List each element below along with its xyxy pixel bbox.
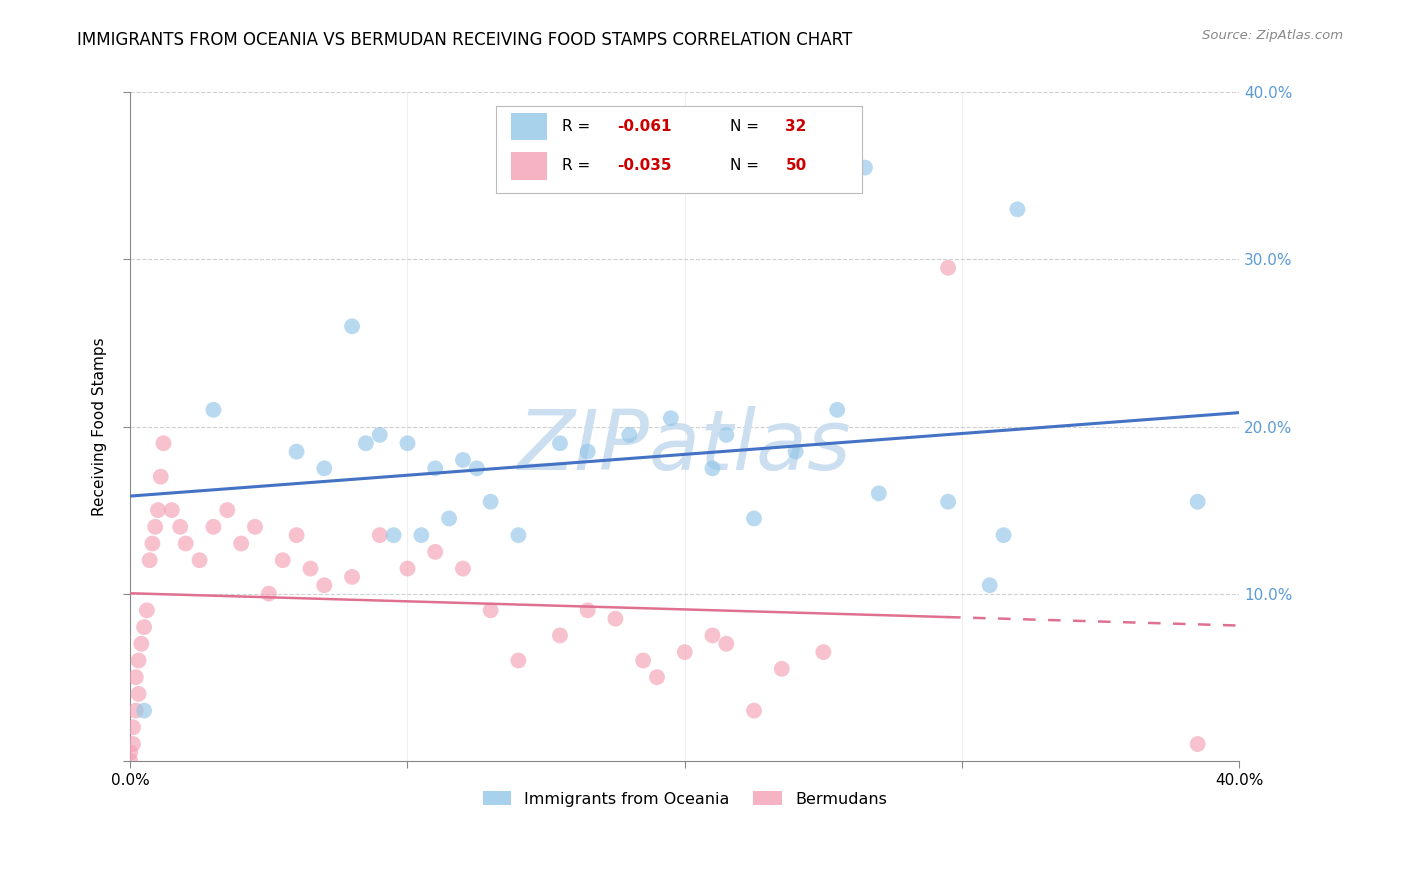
Point [132, 704, 155, 718]
Point [576, 603, 599, 617]
Point [548, 628, 571, 642]
Point [396, 436, 419, 450]
Point [149, 469, 172, 483]
Point [169, 520, 191, 534]
Point [993, 528, 1015, 542]
Point [576, 444, 599, 458]
Point [659, 411, 682, 425]
Point [314, 461, 336, 475]
Point [382, 528, 405, 542]
Point [813, 645, 835, 659]
Point [132, 620, 155, 634]
Point [285, 528, 308, 542]
Point [128, 687, 150, 701]
Y-axis label: Receiving Food Stamps: Receiving Food Stamps [93, 337, 107, 516]
Point [122, 737, 145, 751]
Point [702, 628, 724, 642]
Point [354, 436, 377, 450]
Point [425, 461, 447, 475]
Point [631, 653, 654, 667]
Point [135, 603, 157, 617]
Point [231, 536, 253, 550]
Point [243, 520, 266, 534]
Point [742, 704, 765, 718]
Point [120, 754, 142, 768]
Point [437, 511, 460, 525]
Point [1187, 494, 1209, 508]
Point [396, 561, 419, 575]
Point [285, 444, 308, 458]
Point [368, 528, 391, 542]
Point [605, 612, 627, 626]
Point [174, 536, 197, 550]
Point [271, 553, 294, 567]
Point [314, 578, 336, 592]
Point [368, 428, 391, 442]
Point [716, 428, 738, 442]
Point [141, 536, 163, 550]
Point [853, 161, 876, 175]
Point [125, 670, 148, 684]
Point [868, 486, 890, 500]
Point [340, 570, 363, 584]
Point [188, 553, 211, 567]
Point [716, 637, 738, 651]
Point [202, 520, 225, 534]
Point [825, 402, 848, 417]
Point [299, 561, 322, 575]
Point [645, 670, 668, 684]
Point [508, 653, 530, 667]
Point [673, 645, 696, 659]
Point [120, 745, 142, 759]
Point [143, 520, 166, 534]
Point [619, 428, 641, 442]
Text: IMMIGRANTS FROM OCEANIA VS BERMUDAN RECEIVING FOOD STAMPS CORRELATION CHART: IMMIGRANTS FROM OCEANIA VS BERMUDAN RECE… [77, 31, 852, 49]
Point [770, 662, 793, 676]
Point [138, 553, 160, 567]
Point [936, 494, 959, 508]
Text: ZIPatlas: ZIPatlas [517, 406, 852, 487]
Point [122, 720, 145, 734]
Point [702, 461, 724, 475]
Point [548, 436, 571, 450]
Legend: Immigrants from Oceania, Bermudans: Immigrants from Oceania, Bermudans [477, 784, 893, 813]
Point [425, 545, 447, 559]
Point [128, 653, 150, 667]
Point [479, 603, 502, 617]
Point [936, 260, 959, 275]
Point [152, 436, 174, 450]
Point [465, 461, 488, 475]
Point [146, 503, 169, 517]
Point [257, 587, 280, 601]
Point [160, 503, 183, 517]
Point [451, 561, 474, 575]
Point [479, 494, 502, 508]
Point [340, 319, 363, 334]
Point [1187, 737, 1209, 751]
Point [979, 578, 1001, 592]
Point [131, 637, 153, 651]
Point [508, 528, 530, 542]
Text: Source: ZipAtlas.com: Source: ZipAtlas.com [1202, 29, 1343, 42]
Point [785, 444, 807, 458]
Point [742, 511, 765, 525]
Point [451, 453, 474, 467]
Point [1007, 202, 1029, 217]
Point [411, 528, 433, 542]
Point [217, 503, 239, 517]
Point [202, 402, 225, 417]
Point [125, 704, 148, 718]
